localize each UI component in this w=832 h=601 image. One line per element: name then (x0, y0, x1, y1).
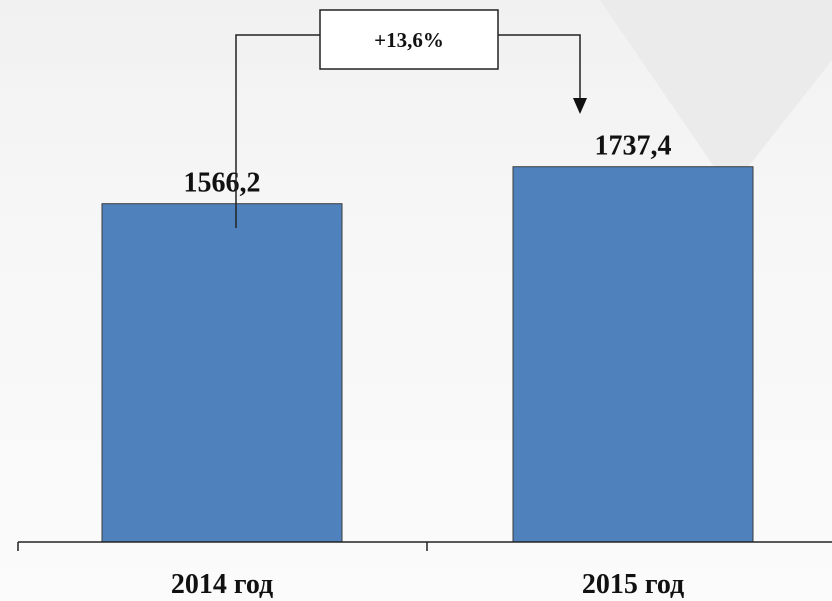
axis-ticks-group (17, 542, 428, 551)
category-labels-group: 2014 год 2015 год (171, 569, 684, 600)
value-label-1: 1566,2 (184, 168, 261, 199)
growth-arrow-icon (573, 98, 587, 114)
value-labels-group: 1566,2 1737,4 (184, 131, 672, 199)
category-label-1: 2014 год (171, 569, 273, 600)
growth-box (319, 9, 499, 70)
category-label-2: 2015 год (582, 569, 684, 600)
bars-group (101, 166, 754, 543)
value-label-2: 1737,4 (595, 131, 672, 162)
background-facet-highlight (600, 0, 832, 190)
bar-1 (101, 203, 343, 543)
growth-percent-label: +13,6% (374, 28, 444, 52)
bar-2 (512, 166, 754, 543)
